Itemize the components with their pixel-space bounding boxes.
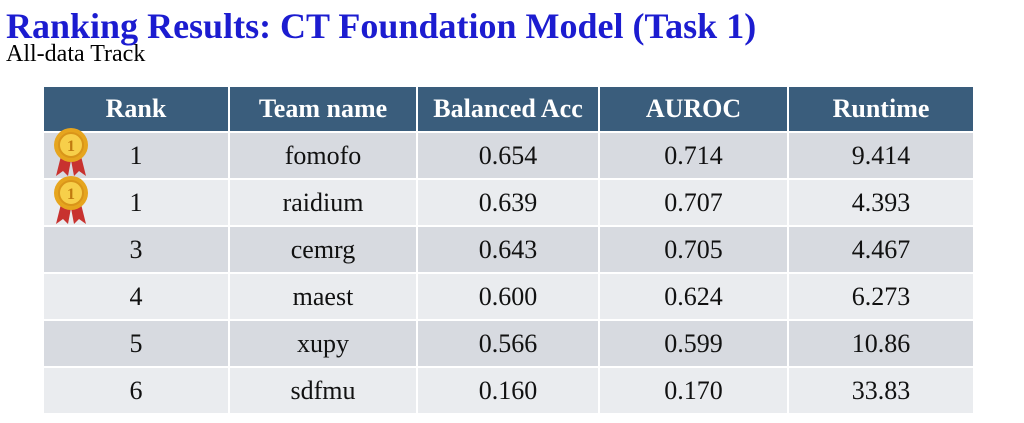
table-cell: 6.273 — [787, 272, 975, 321]
column-header: Team name — [228, 85, 418, 133]
table-cell: 33.83 — [787, 366, 975, 415]
ranking-table: Rank Team name Balanced Acc AUROC Runtime 1 f… — [42, 85, 975, 415]
table-cell: 5 — [42, 319, 230, 368]
table-cell: 4.393 — [787, 178, 975, 227]
table-row: 4 maest 0.600 0.624 6.273 — [42, 272, 975, 321]
table-row: 5 xupy 0.566 0.599 10.86 — [42, 319, 975, 368]
table-cell: 3 — [42, 225, 230, 274]
table-cell: cemrg — [228, 225, 418, 274]
table-cell: xupy — [228, 319, 418, 368]
table-cell: 0.624 — [598, 272, 789, 321]
table-cell: 4 — [42, 272, 230, 321]
table-cell: 0.643 — [416, 225, 600, 274]
table-cell: 0.705 — [598, 225, 789, 274]
table-cell: sdfmu — [228, 366, 418, 415]
table-cell: 0.170 — [598, 366, 789, 415]
table-cell: 6 — [42, 366, 230, 415]
table-row: 6 sdfmu 0.160 0.170 33.83 — [42, 366, 975, 415]
table-cell: 0.600 — [416, 272, 600, 321]
table-cell: 0.707 — [598, 178, 789, 227]
header-row: Rank Team name Balanced Acc AUROC Runtime — [42, 85, 975, 133]
svg-text:1: 1 — [67, 186, 75, 203]
table-cell: 9.414 — [787, 131, 975, 180]
table-row: 1 raidium 0.639 0.707 4.393 — [42, 178, 975, 227]
gold-medal-icon: 1 — [54, 176, 88, 224]
column-header: Balanced Acc — [416, 85, 600, 133]
table-cell: 10.86 — [787, 319, 975, 368]
svg-text:1: 1 — [67, 138, 75, 155]
table-row: 3 cemrg 0.643 0.705 4.467 — [42, 225, 975, 274]
table-cell: 0.714 — [598, 131, 789, 180]
title: Ranking Results: CT Foundation Model (Ta… — [6, 6, 757, 46]
subtitle: All-data Track — [6, 41, 146, 67]
column-header: Runtime — [787, 85, 975, 133]
table-cell: fomofo — [228, 131, 418, 180]
table-header: Rank Team name Balanced Acc AUROC Runtime — [42, 85, 975, 133]
column-header: AUROC — [598, 85, 789, 133]
table-cell: 0.654 — [416, 131, 600, 180]
gold-medal-icon: 1 — [54, 128, 88, 176]
table-cell: 4.467 — [787, 225, 975, 274]
table-cell: raidium — [228, 178, 418, 227]
table-cell: 0.639 — [416, 178, 600, 227]
table-body: 1 fomofo 0.654 0.714 9.414 1 raidium 0.639 0.707… — [42, 131, 975, 415]
table-cell: 0.599 — [598, 319, 789, 368]
table-cell: 0.160 — [416, 366, 600, 415]
table-cell: 0.566 — [416, 319, 600, 368]
column-header: Rank — [42, 85, 230, 133]
table-row: 1 fomofo 0.654 0.714 9.414 — [42, 131, 975, 180]
table-cell: maest — [228, 272, 418, 321]
